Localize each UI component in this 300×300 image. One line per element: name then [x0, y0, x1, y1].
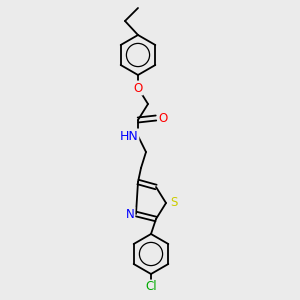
Text: O: O: [158, 112, 168, 124]
Text: S: S: [170, 196, 178, 209]
Text: O: O: [134, 82, 142, 94]
Text: Cl: Cl: [145, 280, 157, 293]
Text: N: N: [126, 208, 134, 220]
Text: HN: HN: [120, 130, 138, 142]
